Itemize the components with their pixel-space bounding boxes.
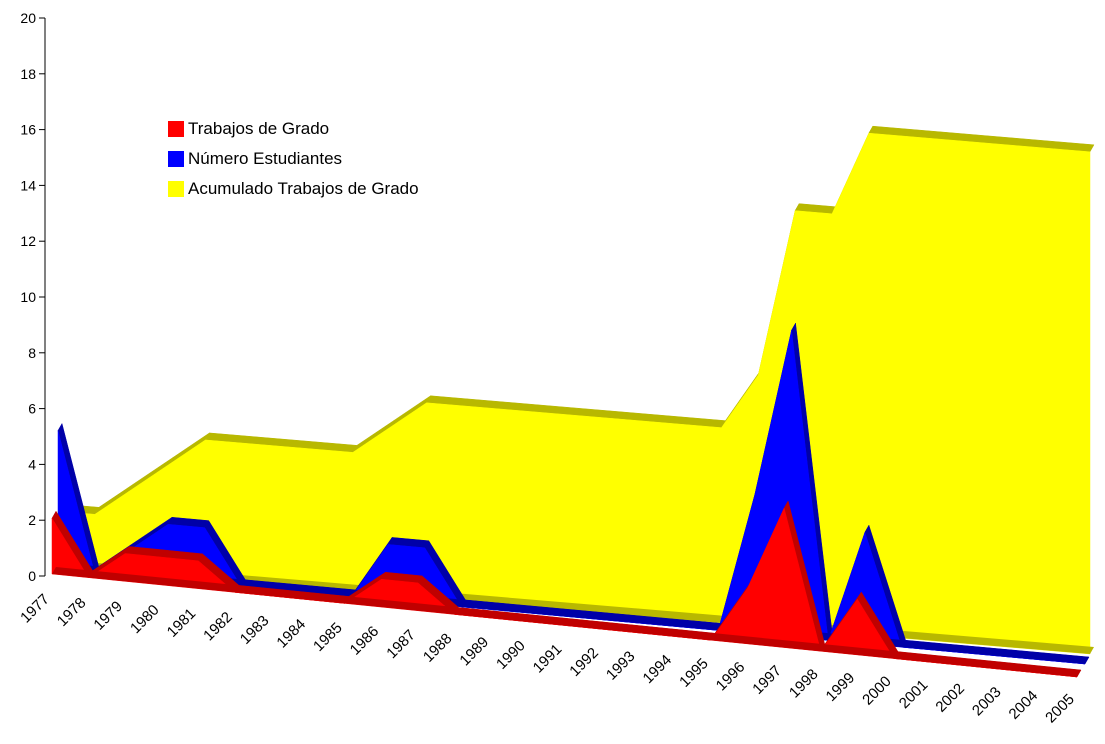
series-0 [51,500,1082,678]
series-2-area [57,132,1091,655]
legend-label-estudiantes: Número Estudiantes [188,149,343,168]
x-tick-label: 2003 [969,684,1005,720]
y-tick-label: 18 [20,66,36,82]
legend-swatch-blue [168,151,184,167]
x-tick-label: 1993 [603,648,639,684]
x-tick-label: 2002 [932,680,968,716]
y-axis: 0 2 4 6 8 10 12 14 16 18 20 [20,10,46,584]
legend-item-acumulado: Acumulado Trabajos de Grado [168,174,419,204]
x-tick-label: 1983 [237,612,273,648]
chart-layers [51,125,1095,678]
x-tick-label: 1982 [200,609,236,645]
x-tick-label: 1997 [749,662,785,698]
x-tick-label: 1986 [347,623,383,659]
y-tick-label: 8 [28,345,36,361]
legend-swatch-red [168,121,184,137]
x-tick-label: 1988 [420,630,456,666]
y-tick-label: 20 [20,10,36,26]
x-tick-label: 1992 [566,644,602,680]
x-tick-label: 1979 [90,598,126,634]
x-tick-label: 2000 [859,673,895,709]
x-tick-label: 1981 [164,605,200,641]
legend-item-estudiantes: Número Estudiantes [168,144,419,174]
x-tick-label: 1977 [17,591,53,627]
x-tick-label: 2001 [896,677,932,713]
y-tick-label: 0 [28,568,36,584]
x-tick-label: 1994 [640,652,676,688]
x-tick-label: 1991 [530,641,566,677]
legend-label-trabajos: Trabajos de Grado [188,119,330,138]
legend: Trabajos de Grado Número Estudiantes Acu… [168,114,419,204]
x-tick-label: 1998 [786,666,822,702]
y-tick-label: 10 [20,289,36,305]
x-tick-label: 1984 [273,616,309,652]
y-tick-label: 2 [28,512,36,528]
x-tick-label: 1999 [823,669,859,705]
x-tick-label: 1985 [310,619,346,655]
legend-swatch-yellow [168,181,184,197]
y-tick-label: 14 [20,177,36,193]
x-tick-label: 1989 [456,634,492,670]
x-tick-label: 1978 [54,594,90,630]
legend-label-acumulado: Acumulado Trabajos de Grado [188,179,419,198]
legend-item-trabajos: Trabajos de Grado [168,114,419,144]
y-tick-label: 16 [20,122,36,138]
y-tick-label: 4 [28,456,36,472]
series-0-base [52,567,1081,677]
x-tick-label: 2004 [1006,687,1042,723]
y-tick-label: 12 [20,233,36,249]
x-tick-label: 1990 [493,637,529,673]
x-tick-label: 2005 [1042,691,1078,727]
x-tick-label: 1995 [676,655,712,691]
y-tick-label: 6 [28,401,36,417]
x-tick-label: 1987 [383,627,419,663]
x-tick-label: 1996 [713,659,749,695]
x-tick-label: 1980 [127,602,163,638]
